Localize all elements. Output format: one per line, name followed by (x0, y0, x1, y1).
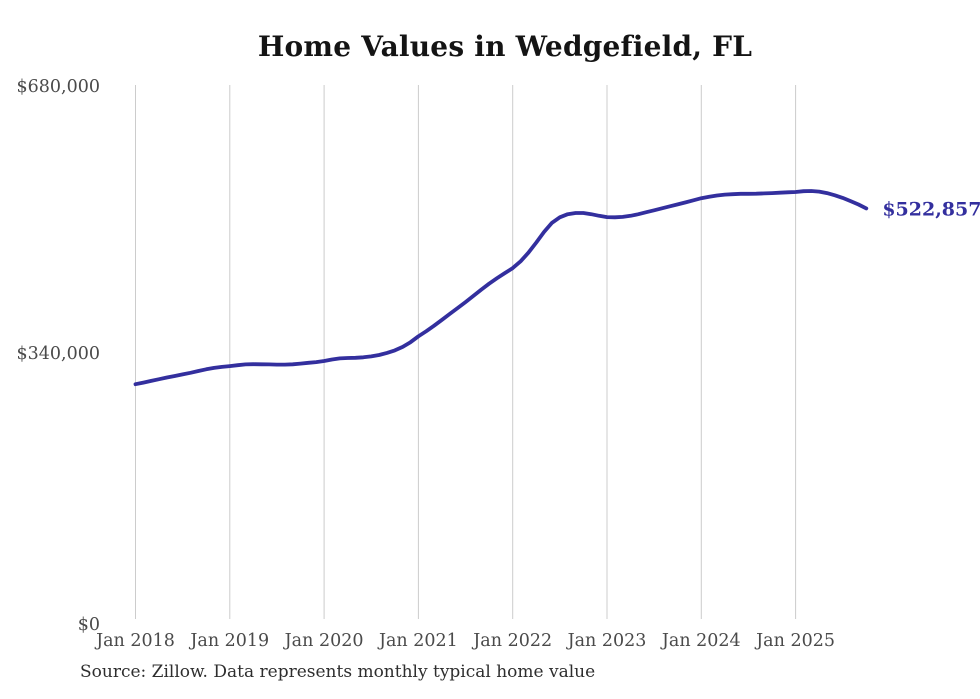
y-tick-label: $0 (78, 615, 100, 635)
x-tick-label: Jan 2023 (566, 631, 647, 651)
x-tick-label: Jan 2025 (754, 631, 835, 651)
y-tick-label: $680,000 (16, 77, 100, 97)
x-tick-label: Jan 2022 (471, 631, 552, 651)
latest-value-label: $522,857 (882, 198, 980, 220)
x-tick-label: Jan 2024 (660, 631, 741, 651)
source-note: Source: Zillow. Data represents monthly … (80, 662, 596, 682)
x-tick-label: Jan 2019 (188, 631, 269, 651)
home-value-series-line (133, 189, 869, 387)
x-tick-label: Jan 2020 (283, 631, 364, 651)
x-tick-label: Jan 2021 (377, 631, 458, 651)
chart-title: Home Values in Wedgefield, FL (257, 30, 753, 63)
y-tick-label: $340,000 (16, 344, 100, 364)
x-tick-label: Jan 2018 (94, 631, 175, 651)
